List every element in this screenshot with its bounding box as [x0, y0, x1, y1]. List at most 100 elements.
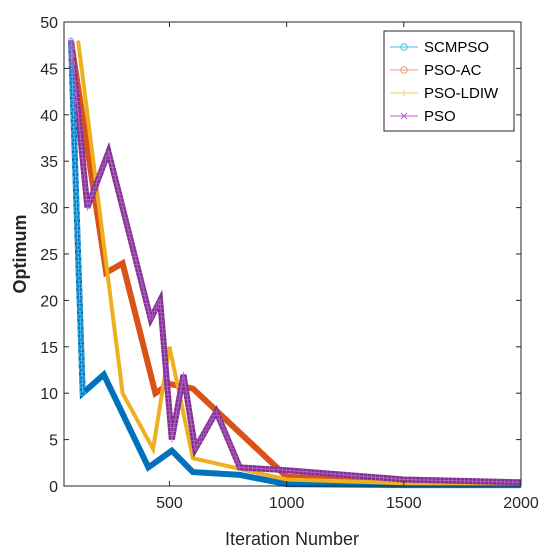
pso-marker [117, 195, 124, 202]
pso-marker [109, 164, 116, 171]
scmpso-marker [73, 206, 80, 213]
scmpso-marker [71, 137, 78, 144]
pso-marker [107, 156, 114, 163]
scmpso-marker [79, 382, 86, 389]
pso-marker [108, 160, 115, 167]
pso-marker [209, 416, 216, 423]
scmpso-marker [75, 252, 82, 259]
pso-marker [222, 431, 229, 438]
pso-marker [141, 292, 148, 299]
pso-marker [176, 396, 183, 402]
pso-marker [191, 441, 198, 448]
pso-marker [132, 257, 139, 264]
pso-marker [72, 86, 79, 93]
pso-marker [176, 391, 183, 398]
pso-marker [181, 375, 188, 382]
scmpso-marker [75, 275, 82, 282]
scmpso-marker [75, 259, 82, 266]
pso-marker [113, 179, 120, 186]
pso-marker [233, 457, 240, 464]
scmpso-marker [77, 336, 85, 343]
pso-marker [88, 192, 95, 199]
pso-marker [82, 180, 89, 187]
pso-marker [114, 183, 121, 190]
pso-marker [131, 249, 138, 256]
pso-marker [116, 191, 123, 198]
scmpso-marker [73, 198, 80, 205]
pso-marker [127, 234, 134, 241]
pso-marker [76, 119, 83, 126]
pso-marker [182, 384, 189, 391]
pso-marker [121, 211, 128, 218]
pso-marker [149, 312, 156, 319]
y-tick-label: 0 [49, 479, 58, 496]
y-tick-label: 45 [40, 61, 58, 78]
x-tick-label: 500 [156, 495, 183, 512]
pso-marker [68, 37, 75, 44]
pso-marker [230, 449, 237, 456]
y-tick-label: 40 [40, 108, 58, 125]
pso-marker [145, 308, 152, 315]
pso-marker [76, 127, 83, 134]
pso-marker [134, 265, 141, 272]
pso-marker [190, 433, 197, 440]
scmpso-marker [71, 144, 78, 151]
pso-marker [185, 400, 192, 407]
pso-marker [106, 152, 113, 159]
pso-marker [219, 423, 226, 430]
pso-marker [81, 176, 88, 183]
pso-marker [75, 114, 82, 121]
pso-marker [171, 420, 178, 427]
pso-marker [124, 222, 131, 229]
pso-marker [137, 277, 144, 284]
x-axis-label: Iteration Number [225, 529, 359, 549]
pso-marker [188, 425, 195, 432]
pso-marker [84, 204, 91, 211]
pso-marker [78, 147, 85, 154]
pso-marker [111, 172, 118, 179]
pso-marker [174, 404, 181, 411]
pso-marker [125, 226, 132, 233]
pso-marker [110, 168, 117, 175]
pso-marker [73, 94, 80, 101]
pso-marker [171, 424, 178, 431]
y-tick-label: 50 [40, 15, 58, 32]
pso-marker [192, 445, 199, 452]
scmpso-marker [72, 160, 79, 167]
pso-marker [224, 434, 231, 441]
pso-marker [123, 218, 130, 225]
pso-marker [94, 176, 101, 183]
pso-marker [185, 404, 192, 411]
y-axis-label: Optimum [10, 215, 30, 294]
pso-marker [73, 90, 80, 97]
pso-marker [133, 261, 140, 268]
pso-marker [139, 284, 146, 291]
scmpso-marker [78, 344, 85, 351]
pso-marker [170, 428, 177, 435]
scmpso-marker [77, 313, 84, 320]
scmpso-marker [72, 167, 79, 174]
ticks: 500 1000 1500 2000 0 5 10 15 20 25 30 35 40 45 50 [40, 15, 539, 512]
pso-marker [115, 187, 122, 194]
scmpso-marker [74, 229, 81, 236]
y-tick-label: 10 [40, 386, 58, 403]
legend-label: PSO-AC [424, 62, 482, 79]
pso-marker [96, 172, 103, 179]
x-tick-label: 1500 [386, 495, 422, 512]
pso-marker [97, 168, 104, 175]
scmpso-marker [73, 190, 80, 197]
scmpso-marker [71, 152, 78, 159]
scmpso-marker [79, 390, 86, 397]
pso-marker [70, 57, 77, 64]
scmpso-marker [79, 374, 86, 381]
pso-marker [71, 70, 78, 77]
pso-marker [82, 188, 89, 195]
pso-marker [79, 155, 86, 162]
pso-marker [177, 387, 184, 394]
legend-label: SCMPSO [424, 39, 489, 56]
pso-marker [168, 436, 175, 443]
pso-marker [200, 431, 207, 438]
scmpso-marker [77, 321, 84, 328]
scmpso-marker [73, 213, 80, 220]
pso-marker [82, 184, 89, 191]
